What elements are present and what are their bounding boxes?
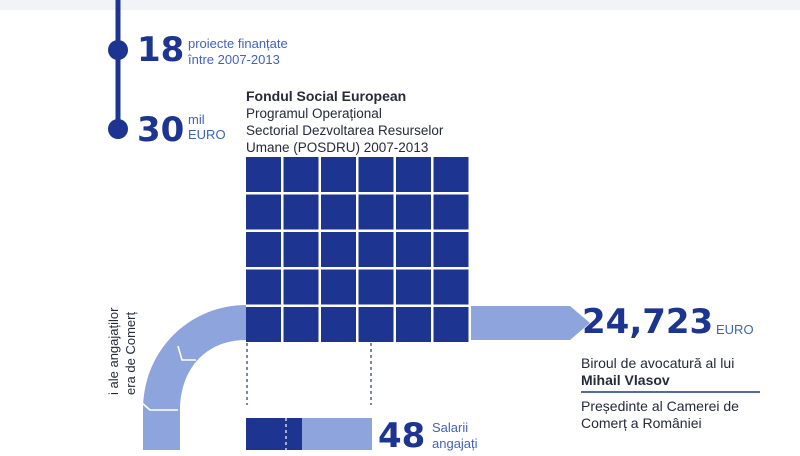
payment-currency: EURO — [716, 322, 754, 337]
grid-cell — [246, 194, 281, 230]
timeline-dot-2 — [108, 119, 128, 139]
payment-amount: 24,723 — [582, 302, 714, 342]
grid-cell — [283, 269, 319, 305]
grid-cell — [358, 194, 394, 230]
grid-cell — [358, 307, 394, 342]
funding-amount: 30 — [137, 110, 185, 150]
fund-title: Fondul Social European — [246, 88, 407, 104]
timeline-dot-1 — [108, 40, 128, 60]
grid-cell — [433, 157, 469, 192]
grid-cell — [321, 157, 356, 192]
right-flow-arrow — [471, 306, 590, 340]
grid-cell — [433, 194, 469, 230]
grid-cell — [433, 232, 469, 267]
grid-cell — [283, 194, 319, 230]
fund-desc-line-2: Sectorial Dezvoltarea Resurselor — [246, 123, 444, 138]
grid-cell — [433, 269, 469, 305]
vertical-text-line-2: era de Comerț — [123, 311, 138, 395]
grid-cell — [246, 157, 281, 192]
recipient-name: Mihail Vlasov — [581, 372, 670, 388]
projects-count: 18 — [137, 30, 185, 70]
salaries-label-line-1: Salarii — [432, 420, 469, 435]
projects-label-line-2: între 2007-2013 — [188, 52, 280, 67]
grid-cell — [358, 157, 394, 192]
grid-cell — [283, 157, 319, 192]
funding-grid — [246, 157, 469, 342]
grid-cell — [246, 307, 281, 342]
salaries-label-line-2: angajați — [432, 436, 478, 451]
recipient-role-line-2: Comerț a României — [581, 415, 702, 431]
grid-cell — [433, 307, 469, 342]
grid-cell — [396, 157, 431, 192]
recipient-role-line-1: Președinte al Camerei de — [581, 398, 739, 414]
grid-cell — [321, 269, 356, 305]
grid-cell — [283, 232, 319, 267]
flow-chevron-1 — [177, 345, 196, 361]
salaries-count: 48 — [378, 416, 426, 456]
grid-cell — [321, 232, 356, 267]
curved-flow-arrow — [143, 305, 246, 450]
funding-currency: EURO — [188, 127, 226, 142]
vertical-text-line-1: i ale angajaților — [106, 307, 121, 395]
grid-cell — [358, 232, 394, 267]
flow-chevron-2 — [141, 402, 178, 411]
funding-unit: mil — [188, 112, 205, 127]
grid-cell — [321, 307, 356, 342]
top-band — [0, 0, 800, 10]
salary-bar-dark — [246, 418, 302, 450]
grid-cell — [246, 269, 281, 305]
projects-label-line-1: proiecte finanțate — [188, 36, 288, 51]
recipient-prefix: Biroul de avocatură al lui — [581, 355, 735, 371]
grid-cell — [396, 269, 431, 305]
grid-cell — [358, 269, 394, 305]
grid-cell — [246, 232, 281, 267]
grid-cell — [396, 307, 431, 342]
fund-desc-line-3: Umane (POSDRU) 2007-2013 — [246, 140, 429, 155]
grid-cell — [396, 232, 431, 267]
grid-cell — [321, 194, 356, 230]
grid-cell — [396, 194, 431, 230]
grid-cell — [283, 307, 319, 342]
salary-bar-light — [302, 418, 372, 450]
fund-desc-line-1: Programul Operațional — [246, 106, 382, 121]
